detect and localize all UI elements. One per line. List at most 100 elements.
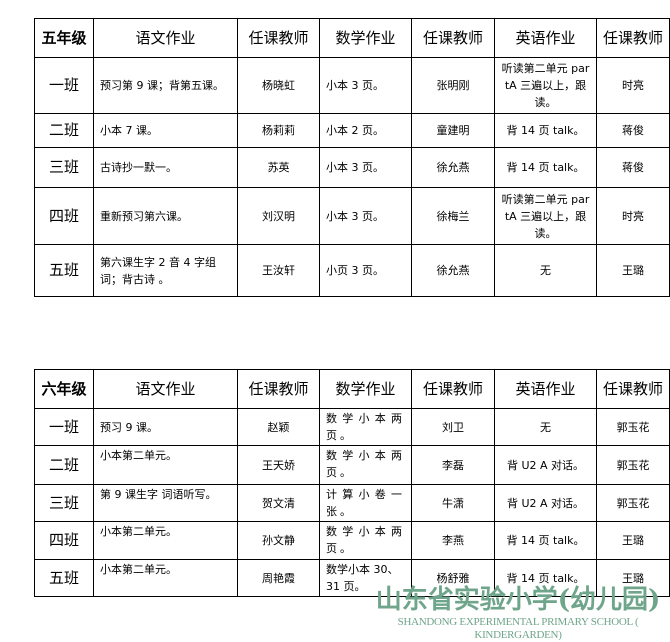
teacher-cell: 赵颖 <box>237 408 320 446</box>
header-english: 英语作业 <box>494 369 597 409</box>
english-homework-cell: 无 <box>494 408 597 446</box>
grade6-homework-table: 六年级 语文作业 任课教师 数学作业 任课教师 英语作业 任课教师 一班 预习 … <box>34 369 670 597</box>
math-homework-cell: 数学小本两页。 <box>319 445 412 485</box>
class-cell: 五班 <box>34 244 94 297</box>
class-cell: 二班 <box>34 113 94 148</box>
math-homework-cell: 小本 3 页。 <box>319 187 412 245</box>
table-row: 二班 小本 7 课。 杨莉莉 小本 2 页。 童建明 背 14 页 talk。 … <box>34 113 670 148</box>
teacher-cell: 王璐 <box>596 521 670 560</box>
grade5-homework-table: 五年级 语文作业 任课教师 数学作业 任课教师 英语作业 任课教师 一班 预习第… <box>34 18 670 297</box>
teacher-cell: 王璐 <box>596 244 670 297</box>
table-row: 五班 第六课生字 2 音 4 字组词；背古诗 。 王汝轩 小页 3 页。 徐允燕… <box>34 244 670 297</box>
class-cell: 三班 <box>34 147 94 188</box>
teacher-cell: 张明刚 <box>411 57 495 114</box>
teacher-cell: 蒋俊 <box>596 113 670 148</box>
chinese-homework-cell: 小本第二单元。 <box>93 445 238 485</box>
math-homework-cell: 小本 3 页。 <box>319 57 412 114</box>
teacher-cell: 郭玉花 <box>596 484 670 522</box>
table-header-row: 六年级 语文作业 任课教师 数学作业 任课教师 英语作业 任课教师 <box>34 369 670 409</box>
header-teacher: 任课教师 <box>596 18 670 58</box>
watermark-school-name-cn: 山东省实验小学(幼儿园) <box>375 585 661 615</box>
teacher-cell: 郭玉花 <box>596 445 670 485</box>
chinese-homework-cell: 小本第二单元。 <box>93 559 238 597</box>
class-cell: 一班 <box>34 57 94 114</box>
teacher-cell: 郭玉花 <box>596 408 670 446</box>
class-cell: 四班 <box>34 521 94 560</box>
chinese-homework-cell: 预习 9 课。 <box>93 408 238 446</box>
chinese-homework-cell: 小本 7 课。 <box>93 113 238 148</box>
math-homework-cell: 数学小本两页。 <box>319 521 412 560</box>
teacher-cell: 王璐 <box>596 559 670 597</box>
english-homework-cell: 背 U2 A 对话。 <box>494 484 597 522</box>
teacher-cell: 蒋俊 <box>596 147 670 188</box>
header-math: 数学作业 <box>319 18 412 58</box>
table-row: 一班 预习 9 课。 赵颖 数学小本两页。 刘卫 无 郭玉花 <box>34 408 670 446</box>
watermark-school-name-en: SHANDONG EXPERIMENTAL PRIMARY SCHOOL ( K… <box>397 616 639 641</box>
table-row: 四班 小本第二单元。 孙文静 数学小本两页。 李燕 背 14 页 talk。 王… <box>34 521 670 560</box>
english-homework-cell: 背 14 页 talk。 <box>494 113 597 148</box>
table-row: 四班 重新预习第六课。 刘汉明 小本 3 页。 徐梅兰 听读第二单元 partA… <box>34 187 670 245</box>
teacher-cell: 杨晓虹 <box>237 57 320 114</box>
table-row: 二班 小本第二单元。 王天娇 数学小本两页。 李磊 背 U2 A 对话。 郭玉花 <box>34 445 670 485</box>
teacher-cell: 刘卫 <box>411 408 495 446</box>
math-homework-cell: 小本 2 页。 <box>319 113 412 148</box>
english-homework-cell: 无 <box>494 244 597 297</box>
english-homework-cell: 听读第二单元 partA 三遍以上，跟读。 <box>494 187 597 245</box>
table-row: 一班 预习第 9 课；背第五课。 杨晓虹 小本 3 页。 张明刚 听读第二单元 … <box>34 57 670 114</box>
teacher-cell: 王天娇 <box>237 445 320 485</box>
header-teacher: 任课教师 <box>596 369 670 409</box>
teacher-cell: 童建明 <box>411 113 495 148</box>
header-teacher: 任课教师 <box>237 369 320 409</box>
teacher-cell: 徐允燕 <box>411 244 495 297</box>
chinese-homework-cell: 第六课生字 2 音 4 字组词；背古诗 。 <box>93 244 238 297</box>
english-homework-cell: 背 14 页 talk。 <box>494 521 597 560</box>
chinese-homework-cell: 第 9 课生字 词语听写。 <box>93 484 238 522</box>
chinese-homework-cell: 预习第 9 课；背第五课。 <box>93 57 238 114</box>
header-teacher: 任课教师 <box>237 18 320 58</box>
header-grade: 五年级 <box>34 18 94 58</box>
class-cell: 一班 <box>34 408 94 446</box>
teacher-cell: 徐允燕 <box>411 147 495 188</box>
table-header-row: 五年级 语文作业 任课教师 数学作业 任课教师 英语作业 任课教师 <box>34 18 670 58</box>
teacher-cell: 李磊 <box>411 445 495 485</box>
header-math: 数学作业 <box>319 369 412 409</box>
math-homework-cell: 小页 3 页。 <box>319 244 412 297</box>
header-chinese: 语文作业 <box>93 369 238 409</box>
teacher-cell: 时亮 <box>596 57 670 114</box>
teacher-cell: 牛潇 <box>411 484 495 522</box>
header-chinese: 语文作业 <box>93 18 238 58</box>
header-english: 英语作业 <box>494 18 597 58</box>
class-cell: 五班 <box>34 559 94 597</box>
class-cell: 四班 <box>34 187 94 245</box>
english-homework-cell: 背 U2 A 对话。 <box>494 445 597 485</box>
teacher-cell: 贺文清 <box>237 484 320 522</box>
teacher-cell: 王汝轩 <box>237 244 320 297</box>
table-row: 五班 小本第二单元。 周艳霞 数学小本 30、31 页。 杨舒雅 背 14 页 … <box>34 559 670 597</box>
math-homework-cell: 数学小本 30、31 页。 <box>319 559 412 597</box>
teacher-cell: 苏英 <box>237 147 320 188</box>
header-teacher: 任课教师 <box>411 369 495 409</box>
teacher-cell: 徐梅兰 <box>411 187 495 245</box>
math-homework-cell: 计算小卷一张。 <box>319 484 412 522</box>
english-homework-cell: 背 14 页 talk。 <box>494 559 597 597</box>
class-cell: 二班 <box>34 445 94 485</box>
header-grade: 六年级 <box>34 369 94 409</box>
table-row: 三班 古诗抄一默一。 苏英 小本 3 页。 徐允燕 背 14 页 talk。 蒋… <box>34 147 670 188</box>
english-homework-cell: 背 14 页 talk。 <box>494 147 597 188</box>
teacher-cell: 刘汉明 <box>237 187 320 245</box>
teacher-cell: 周艳霞 <box>237 559 320 597</box>
table-row: 三班 第 9 课生字 词语听写。 贺文清 计算小卷一张。 牛潇 背 U2 A 对… <box>34 484 670 522</box>
class-cell: 三班 <box>34 484 94 522</box>
teacher-cell: 杨莉莉 <box>237 113 320 148</box>
chinese-homework-cell: 小本第二单元。 <box>93 521 238 560</box>
math-homework-cell: 数学小本两页。 <box>319 408 412 446</box>
math-homework-cell: 小本 3 页。 <box>319 147 412 188</box>
teacher-cell: 孙文静 <box>237 521 320 560</box>
teacher-cell: 李燕 <box>411 521 495 560</box>
chinese-homework-cell: 重新预习第六课。 <box>93 187 238 245</box>
chinese-homework-cell: 古诗抄一默一。 <box>93 147 238 188</box>
school-watermark-logo: 山东省实验小学(幼儿园) SHANDONG EXPERIMENTAL PRIMA… <box>368 584 668 642</box>
header-teacher: 任课教师 <box>411 18 495 58</box>
english-homework-cell: 听读第二单元 partA 三遍以上，跟读。 <box>494 57 597 114</box>
teacher-cell: 时亮 <box>596 187 670 245</box>
